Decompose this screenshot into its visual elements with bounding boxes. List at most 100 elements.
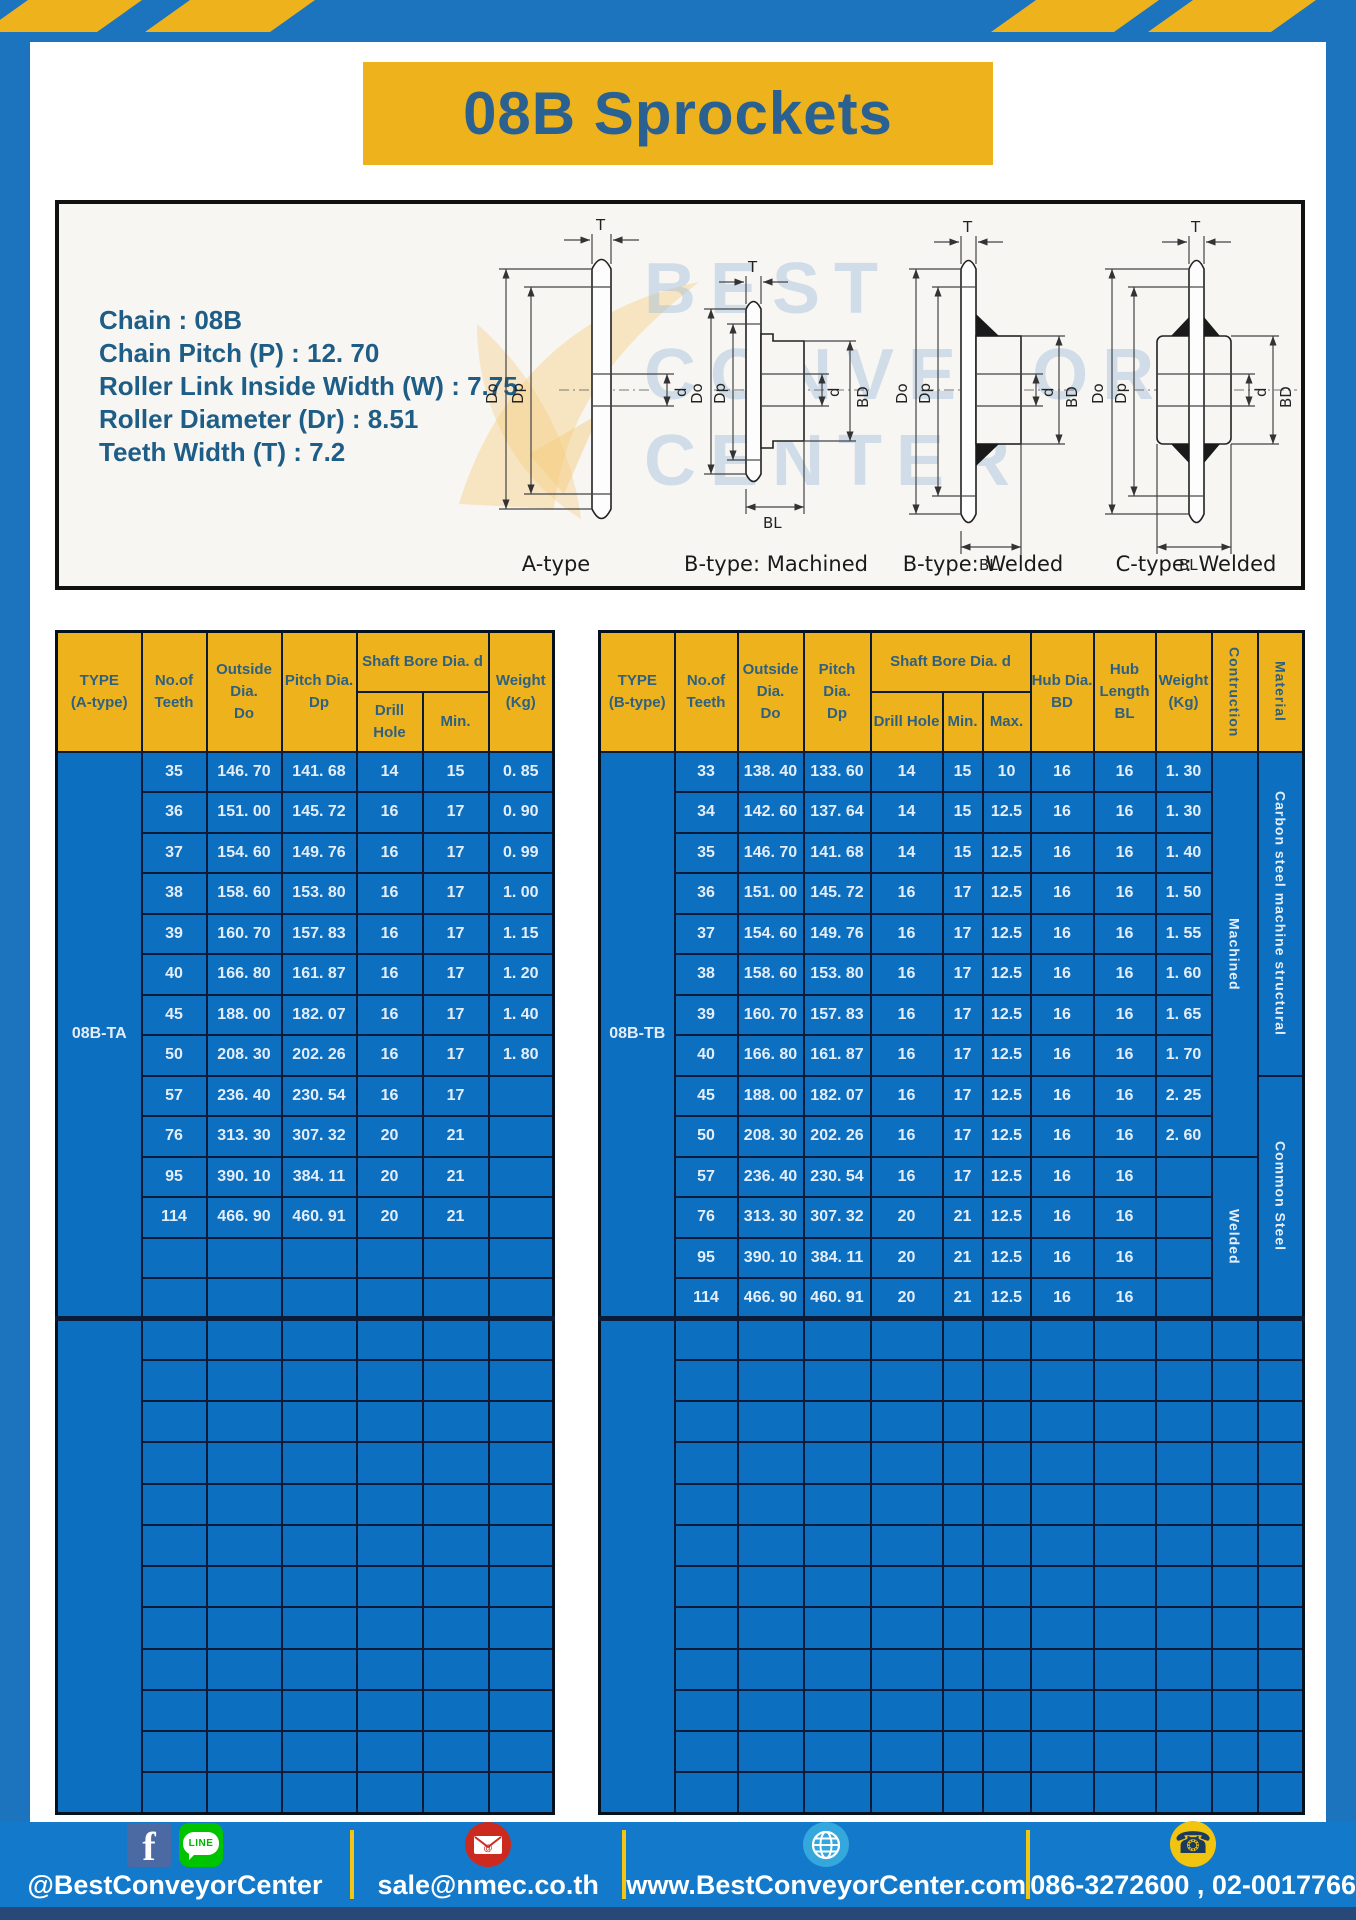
empty-cell [140, 1399, 208, 1444]
empty-cell [1210, 1399, 1259, 1444]
data-cell: 16 [869, 993, 944, 1036]
data-cell: 17 [421, 831, 490, 874]
empty-cell [673, 1564, 739, 1609]
svg-text:BL: BL [979, 556, 998, 574]
data-cell: 16 [1029, 750, 1095, 793]
data-cell: 17 [941, 993, 984, 1036]
data-cell: 20 [869, 1196, 944, 1239]
data-cell: 50 [140, 1034, 208, 1077]
empty-cell [205, 1399, 283, 1444]
data-cell: 35 [140, 750, 208, 793]
empty-cell [205, 1564, 283, 1609]
empty-cell [140, 1315, 208, 1361]
empty-cell [1029, 1399, 1095, 1444]
label-a-type: A-type [521, 552, 591, 576]
data-cell: 14 [355, 750, 424, 793]
empty-cell [802, 1399, 872, 1444]
empty-cell [1210, 1482, 1259, 1526]
data-cell: 16 [1092, 953, 1157, 996]
data-cell: 16 [1029, 1034, 1095, 1077]
data-cell: 17 [421, 872, 490, 915]
header-shaft-sub: Min. [421, 690, 490, 753]
page-title: 08B Sprockets [363, 62, 993, 165]
data-cell: 202. 26 [280, 1034, 358, 1077]
data-cell: 16 [1029, 872, 1095, 915]
empty-cell [487, 1441, 555, 1485]
empty-cell [1210, 1647, 1259, 1691]
data-cell: 138. 40 [736, 750, 805, 793]
svg-text:BD: BD [854, 386, 872, 408]
data-cell [1154, 1196, 1213, 1239]
data-cell: 16 [1092, 831, 1157, 874]
phone-numbers: 086-3272600 , 02-0017766 [1030, 1870, 1356, 1900]
data-cell: 16 [355, 831, 424, 874]
table-row [600, 1647, 1305, 1691]
table-row [600, 1358, 1305, 1403]
data-cell: 16 [1092, 1115, 1157, 1158]
empty-cell [1092, 1315, 1157, 1361]
empty-cell [421, 1358, 490, 1403]
empty-cell [280, 1564, 358, 1609]
empty-cell [421, 1399, 490, 1444]
data-cell: 157. 83 [802, 993, 872, 1036]
header-construction: Contruction [1210, 630, 1259, 753]
svg-text:BD: BD [1277, 386, 1295, 408]
data-cell: 12.5 [981, 791, 1032, 834]
data-cell: 16 [1092, 1074, 1157, 1117]
table-row [57, 1688, 555, 1733]
data-cell: 149. 76 [280, 831, 358, 874]
construction-cell: Welded [1210, 1155, 1259, 1320]
table-row [57, 1564, 555, 1609]
empty-cell [981, 1358, 1032, 1403]
table-row [57, 1236, 555, 1279]
empty-cell [1092, 1647, 1157, 1691]
data-cell: 16 [355, 791, 424, 834]
empty-cell [140, 1358, 208, 1403]
label-b-type-machined: B-type: Machined [684, 552, 868, 576]
data-cell [487, 1115, 555, 1158]
empty-cell [802, 1315, 872, 1361]
empty-cell [280, 1315, 358, 1361]
data-cell: 2. 25 [1154, 1074, 1213, 1117]
table-row [55, 1315, 555, 1815]
data-cell: 153. 80 [280, 872, 358, 915]
empty-cell [421, 1688, 490, 1733]
empty-cell [140, 1523, 208, 1568]
material-cell: Carbon steel machine structural [1256, 750, 1305, 1077]
data-cell: 153. 80 [802, 953, 872, 996]
sprocket-drawings: Do Dp T d [483, 216, 1297, 574]
c-type-welded-drawing: Do Dp T d BD BL [1089, 218, 1297, 574]
empty-cell [673, 1688, 739, 1733]
table-row: Drill Hole Min. [57, 690, 554, 753]
empty-cell [280, 1399, 358, 1444]
empty-cell [673, 1315, 739, 1361]
empty-cell [1092, 1729, 1157, 1774]
data-cell: 146. 70 [736, 831, 805, 874]
empty-cell [802, 1441, 872, 1485]
data-cell: 21 [941, 1277, 984, 1320]
a-type-table: TYPE (A-type) No.of Teeth Outside Dia. Do Pitch… [55, 630, 556, 1815]
data-cell: 16 [1092, 1034, 1157, 1077]
data-cell: 384. 11 [802, 1236, 872, 1279]
header-hub-dia: Hub Dia. BD [1029, 630, 1095, 753]
data-cell: 313. 30 [205, 1115, 283, 1158]
table-row: 08B-TB 33 138. 40 133. 60 14 15 10 16 16 1. 30 Mac… [598, 750, 1305, 1320]
empty-cell [421, 1606, 490, 1650]
data-cell: 33 [673, 750, 739, 793]
data-cell: 20 [869, 1236, 944, 1279]
data-cell: 1. 00 [487, 872, 555, 915]
table-row [600, 1441, 1305, 1485]
empty-cell [1029, 1441, 1095, 1485]
spec-chain: Chain : 08B [99, 305, 243, 335]
table-row [57, 1606, 555, 1650]
empty-cell [1154, 1358, 1213, 1403]
data-cell: 466. 90 [736, 1277, 805, 1320]
empty-cell [869, 1441, 944, 1485]
data-cell: 17 [941, 912, 984, 955]
empty-cell [1154, 1399, 1213, 1444]
empty-cell [802, 1647, 872, 1691]
table-row: Drill Hole Min. Max. [600, 690, 1304, 753]
svg-text:d: d [825, 387, 843, 397]
data-cell: 384. 11 [280, 1155, 358, 1198]
data-cell: 15 [941, 750, 984, 793]
